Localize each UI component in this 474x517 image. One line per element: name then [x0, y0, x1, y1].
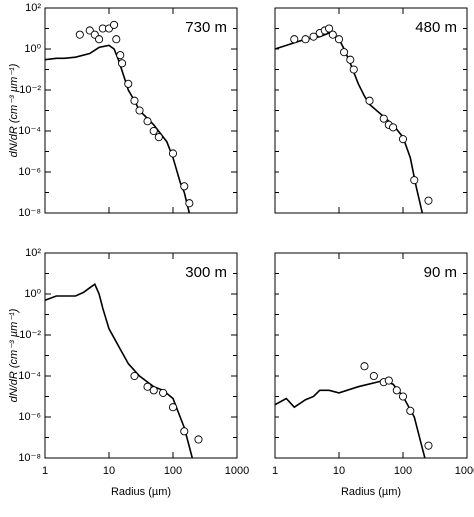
x-tick-label: 100	[394, 465, 412, 477]
size-distribution-line	[44, 44, 191, 214]
panel-label: 90 m	[424, 264, 457, 281]
measurement-point	[360, 362, 369, 371]
measurement-point	[168, 149, 178, 158]
measurement-point	[340, 48, 349, 57]
measurement-point	[328, 30, 337, 39]
measurement-point	[143, 382, 152, 391]
panel-label: 730 m	[185, 19, 227, 36]
y-tick-label: 10⁰	[24, 43, 41, 55]
measurement-point	[424, 196, 433, 205]
measurement-point	[149, 126, 158, 136]
measurement-point	[424, 441, 433, 450]
size-distribution-line	[44, 282, 194, 459]
measurement-point	[159, 388, 168, 397]
y-tick-label: 10²	[25, 247, 41, 259]
measurement-point	[124, 79, 133, 88]
measurement-point	[406, 406, 415, 415]
measurement-point	[309, 32, 318, 41]
plot-frame	[44, 252, 238, 459]
x-tick-label: 1	[42, 465, 48, 477]
panel-label: 480 m	[415, 19, 457, 36]
measurement-point	[168, 403, 178, 412]
measurement-point	[180, 182, 189, 191]
measurement-point	[369, 371, 378, 381]
measurement-point	[379, 114, 388, 123]
measurement-point	[290, 35, 299, 44]
x-axis-label: Radius (µm)	[111, 486, 171, 498]
y-tick-label: 10⁻⁶	[18, 166, 41, 178]
y-tick-label: 10⁰	[24, 288, 41, 300]
measurement-point	[398, 135, 408, 144]
x-tick-label: 100	[164, 465, 182, 477]
measurement-point	[180, 427, 189, 436]
measurement-point	[398, 392, 408, 401]
y-tick-label: 10⁻²	[19, 84, 41, 96]
x-tick-label: 1	[272, 465, 278, 477]
measurement-point	[149, 386, 158, 395]
y-tick-label: 10²	[25, 2, 41, 14]
measurement-point	[365, 96, 374, 105]
y-tick-label: 10⁻²	[19, 329, 41, 341]
measurement-point	[154, 133, 163, 142]
measurement-point	[349, 65, 358, 74]
y-tick-label: 10⁻⁴	[18, 370, 41, 382]
measurement-point	[135, 106, 144, 115]
y-tick-label: 10⁻⁴	[18, 125, 41, 137]
measurement-point	[143, 117, 152, 126]
x-axis-label: Radius (µm)	[341, 486, 401, 498]
measurement-point	[346, 55, 355, 64]
measurement-point	[75, 30, 84, 39]
plot-frame	[274, 252, 468, 459]
measurement-point	[392, 386, 401, 395]
measurement-point	[185, 199, 194, 208]
x-tick-label: 10	[333, 465, 345, 477]
measurement-point	[384, 376, 393, 385]
measurement-point	[194, 435, 203, 444]
measurement-point	[118, 59, 127, 68]
size-distribution-line	[274, 379, 426, 459]
panel-label: 300 m	[185, 264, 227, 281]
measurement-point	[301, 35, 310, 44]
y-axis-label: dN/dR (cm⁻³ µm⁻¹)	[8, 63, 20, 157]
y-tick-label: 10⁻⁸	[18, 207, 41, 219]
x-tick-label: 10	[103, 465, 115, 477]
measurement-point	[112, 35, 121, 44]
measurement-point	[325, 24, 334, 33]
y-tick-label: 10⁻⁶	[18, 411, 41, 423]
x-tick-label: 1000	[225, 465, 249, 477]
measurement-point	[116, 51, 125, 60]
measurement-point	[389, 123, 398, 132]
measurement-point	[334, 35, 344, 44]
measurement-point	[95, 35, 104, 44]
y-axis-label: dN/dR (cm⁻³ µm⁻¹)	[8, 308, 20, 402]
measurement-point	[410, 176, 419, 185]
x-tick-label: 1000	[455, 465, 474, 477]
measurement-point	[130, 96, 139, 105]
measurement-point	[110, 20, 119, 29]
y-tick-label: 10⁻⁸	[18, 452, 41, 464]
measurement-point	[130, 371, 139, 381]
